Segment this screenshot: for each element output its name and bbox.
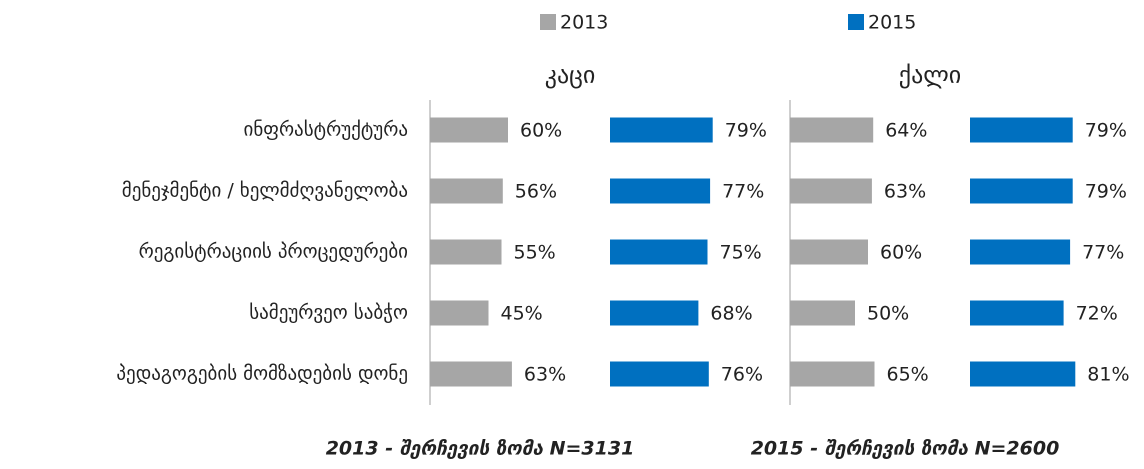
bar — [430, 178, 503, 204]
value-label: 77% — [722, 181, 764, 203]
bar — [790, 178, 872, 204]
panel-title: კაცი — [545, 61, 596, 89]
value-label: 68% — [710, 303, 752, 325]
bar — [610, 178, 711, 204]
value-label: 79% — [1085, 120, 1127, 142]
value-label: 77% — [1082, 242, 1124, 264]
value-label: 63% — [524, 364, 566, 386]
value-label: 76% — [721, 364, 763, 386]
value-label: 45% — [501, 303, 543, 325]
bar — [790, 239, 868, 265]
value-label: 72% — [1076, 303, 1118, 325]
bar — [790, 361, 875, 387]
bar — [610, 239, 708, 265]
bar — [610, 117, 713, 143]
value-label: 50% — [867, 303, 909, 325]
value-label: 63% — [884, 181, 926, 203]
category-label: სამეურვეო საბჭო — [249, 302, 408, 324]
bar — [610, 361, 709, 387]
panel-title: ქალი — [899, 61, 961, 89]
bar — [970, 117, 1073, 143]
value-label: 55% — [514, 242, 556, 264]
bar — [970, 178, 1073, 204]
value-label: 75% — [720, 242, 762, 264]
bar — [790, 117, 874, 143]
bar — [430, 117, 508, 143]
footnote: 2013 - შერჩევის ზომა N=3131 — [326, 438, 635, 460]
legend-label: 2013 — [560, 12, 608, 34]
category-label: მენეჯმენტი / ხელმძღვანელობა — [122, 180, 408, 202]
value-label: 79% — [1085, 181, 1127, 203]
bar — [970, 239, 1071, 265]
legend-swatch — [540, 14, 556, 30]
value-label: 79% — [725, 120, 767, 142]
bar — [790, 300, 855, 326]
value-label: 60% — [520, 120, 562, 142]
value-label: 60% — [880, 242, 922, 264]
value-label: 65% — [887, 364, 929, 386]
category-label: პედაგოგების მომზადების დონე — [116, 363, 408, 385]
bar — [430, 361, 512, 387]
bar — [430, 300, 489, 326]
bar — [970, 300, 1064, 326]
bar — [970, 361, 1076, 387]
footnote: 2015 - შერჩევის ზომა N=2600 — [751, 438, 1060, 460]
value-label: 56% — [515, 181, 557, 203]
value-label: 81% — [1087, 364, 1129, 386]
category-label: ინფრასტრუქტურა — [244, 119, 409, 141]
bar — [610, 300, 699, 326]
bar — [430, 239, 502, 265]
value-label: 64% — [885, 120, 927, 142]
legend-label: 2015 — [868, 12, 916, 34]
legend-swatch — [848, 14, 864, 30]
category-label: რეგისტრაციის პროცედურები — [139, 241, 408, 263]
